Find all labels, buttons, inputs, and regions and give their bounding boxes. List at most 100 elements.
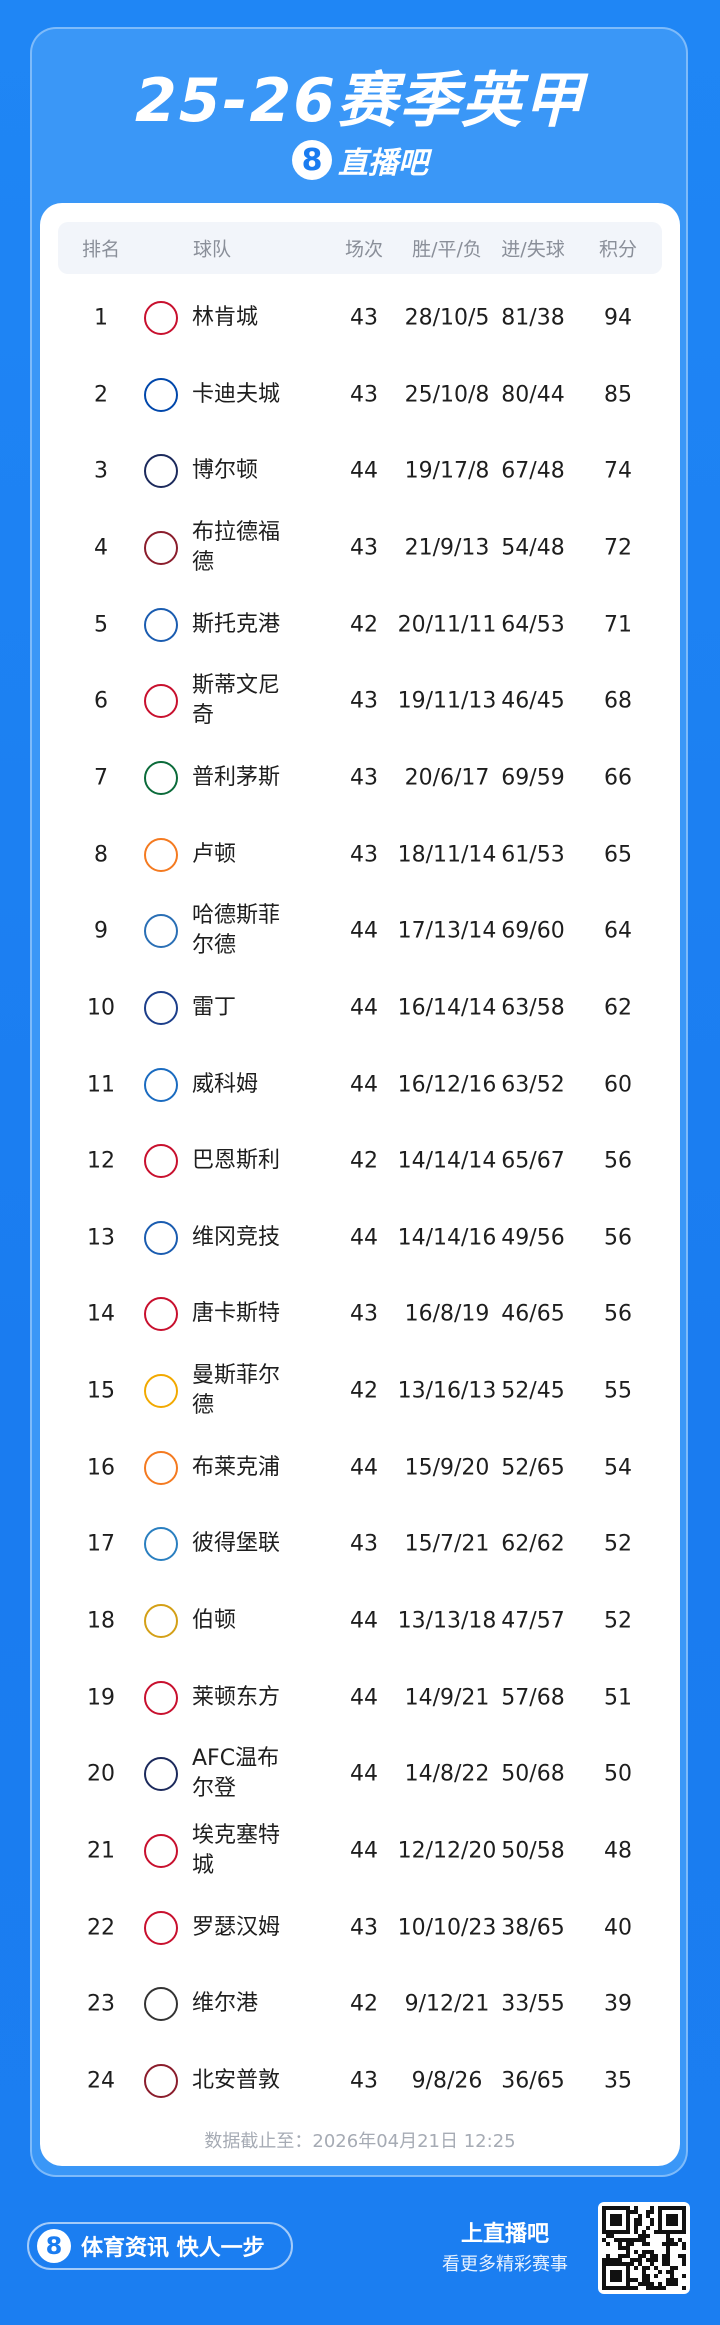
qr-module (642, 2282, 646, 2286)
qr-module (658, 2206, 662, 2210)
goals: 46/45 (501, 688, 565, 714)
qr-module (638, 2222, 642, 2226)
record: 16/12/16 (397, 1072, 497, 1097)
qr-module (622, 2254, 626, 2258)
team-crest (144, 1987, 178, 2022)
slogan: 体育资讯 快人一步 (81, 2236, 265, 2261)
qr-module (670, 2266, 674, 2270)
played: 44 (350, 995, 378, 1021)
played: 44 (350, 1072, 378, 1097)
qr-module (614, 2274, 618, 2278)
qr-module (610, 2274, 614, 2278)
team-name: 彼得堡联 (192, 1531, 281, 1557)
points: 56 (604, 1148, 632, 1174)
qr-module (602, 2282, 606, 2286)
qr-module (650, 2258, 654, 2262)
rank: 19 (87, 1685, 115, 1711)
record: 17/13/14 (397, 918, 497, 944)
goals: 52/65 (501, 1455, 565, 1481)
qr-module (670, 2218, 674, 2222)
qr-module (682, 2262, 686, 2266)
qr-module (682, 2254, 686, 2258)
record: 21/9/13 (404, 535, 490, 561)
qr-module (642, 2234, 646, 2238)
played: 42 (350, 1148, 378, 1174)
qr-module (610, 2258, 614, 2262)
record: 9/8/26 (411, 2068, 483, 2094)
qr-module (642, 2278, 646, 2282)
qr-module (646, 2278, 650, 2282)
qr-module (602, 2230, 606, 2234)
qr-module (670, 2238, 674, 2242)
team-name: 曼斯菲尔德 (192, 1363, 281, 1419)
qr-module (646, 2258, 650, 2262)
rank: 22 (87, 1915, 115, 1941)
played: 43 (350, 305, 378, 331)
rank: 24 (87, 2068, 115, 2094)
team-crest (144, 914, 178, 949)
team-crest (144, 1680, 178, 1715)
qr-module (614, 2258, 618, 2262)
qr-module (666, 2282, 670, 2286)
record: 15/9/20 (404, 1455, 490, 1481)
qr-module (674, 2266, 678, 2270)
qr-module (606, 2286, 610, 2290)
qr-module (614, 2262, 618, 2266)
qr-module (670, 2230, 674, 2234)
points: 39 (604, 1991, 632, 2017)
played: 44 (350, 1455, 378, 1481)
played: 44 (350, 1761, 378, 1787)
record: 16/8/19 (404, 1301, 490, 1327)
goals: 38/65 (501, 1915, 565, 1941)
qr-module (662, 2206, 666, 2210)
qr-module (634, 2226, 638, 2230)
goals: 64/53 (501, 612, 565, 638)
goals: 50/68 (501, 1761, 565, 1787)
played: 44 (350, 1225, 378, 1251)
qr-module (650, 2218, 654, 2222)
played: 43 (350, 535, 378, 561)
team-crest (144, 1220, 178, 1255)
qr-module (614, 2222, 618, 2226)
qr-module (662, 2242, 666, 2246)
team-crest (144, 1834, 178, 1868)
table-card: 数据截止至：2026年04月21日 12:25 排名 球队 场次 胜/平/负 进/失球 积… (40, 203, 680, 2166)
qr-module (614, 2238, 618, 2242)
qr-module (666, 2270, 670, 2274)
played: 43 (350, 382, 378, 408)
team-name: 普利茅斯 (192, 764, 281, 790)
team-crest (144, 1144, 178, 1179)
qr-module (602, 2218, 606, 2222)
record: 25/10/8 (404, 382, 490, 408)
qr-module (618, 2230, 622, 2234)
rank: 11 (87, 1072, 115, 1097)
qr-module (626, 2286, 630, 2290)
qr-module (650, 2254, 654, 2258)
qr-module (626, 2282, 630, 2286)
qr-module (626, 2270, 630, 2274)
column-header: 积分 (598, 238, 638, 261)
qr-module (626, 2222, 630, 2226)
qr-module (618, 2222, 622, 2226)
logo-mark: 8 (292, 140, 332, 180)
qr-module (634, 2286, 638, 2290)
points: 51 (604, 1685, 632, 1711)
rank: 17 (87, 1531, 115, 1557)
played: 42 (350, 1991, 378, 2017)
qr-module (642, 2230, 646, 2234)
qr-module (606, 2258, 610, 2262)
team-name: 斯蒂文尼奇 (192, 673, 281, 729)
qr-module (626, 2246, 630, 2250)
played: 44 (350, 1838, 378, 1864)
record: 20/11/11 (397, 612, 497, 638)
qr-module (658, 2286, 662, 2290)
points: 50 (604, 1761, 632, 1787)
goals: 33/55 (501, 1991, 565, 2017)
team-crest (144, 1757, 178, 1792)
qr-module (678, 2206, 682, 2210)
rank: 7 (94, 765, 108, 791)
qr-module (618, 2214, 622, 2218)
team-name: 卢顿 (192, 841, 237, 867)
team-crest (144, 837, 178, 872)
goals: 57/68 (501, 1685, 565, 1711)
